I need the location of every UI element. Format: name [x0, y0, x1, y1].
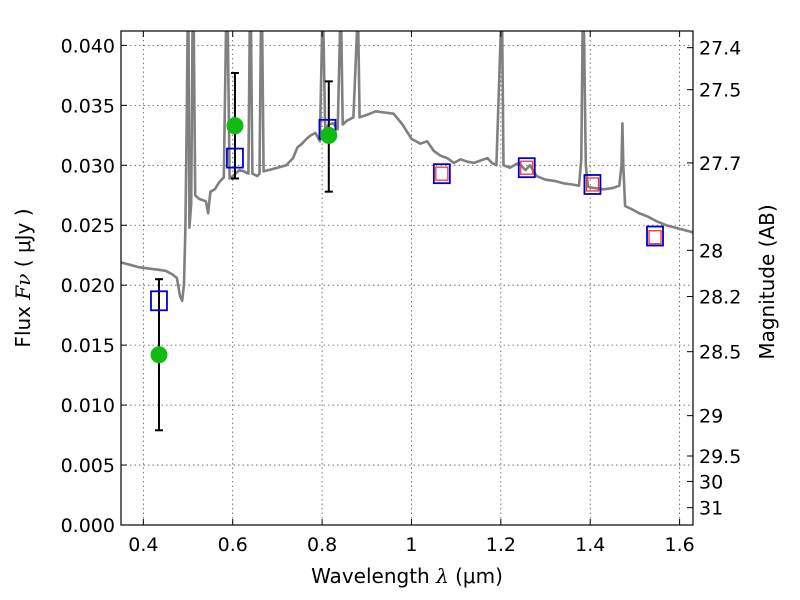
- model-square-marker: [435, 166, 449, 181]
- x-tick-label: 1: [405, 534, 417, 556]
- y-tick-label: 0.020: [61, 275, 115, 297]
- ticks: 0.4 0.6 0.8 1 1.2 1.4 1.6 0.000 0.005 0.010 0.015 0…: [61, 31, 741, 556]
- y2-axis-label: Magnitude (AB): [755, 204, 779, 359]
- x-axis-label: Wavelength λ (μm): [311, 564, 503, 588]
- data-layer: [121, 31, 693, 432]
- y-tick-label: 0.025: [61, 215, 115, 237]
- photometry-square-marker: [517, 157, 536, 179]
- y-tick-label: 0.015: [61, 335, 115, 357]
- model-square-marker: [520, 160, 534, 175]
- observed-point: [226, 117, 244, 135]
- mag-tick-label: 28.2: [699, 287, 741, 309]
- x-tick-label: 0.6: [218, 534, 248, 556]
- mag-tick-label: 27.5: [699, 80, 741, 102]
- mag-tick-label: 29.5: [699, 446, 741, 468]
- plot-area: [121, 31, 693, 525]
- x-tick-label: 1.4: [575, 534, 605, 556]
- mag-tick-label: 29: [699, 406, 723, 428]
- observed-point: [320, 126, 338, 144]
- x-tick-label: 0.8: [307, 534, 337, 556]
- mag-tick-label: 31: [699, 498, 723, 520]
- x-tick-label: 0.4: [128, 534, 158, 556]
- mag-tick-label: 27.7: [699, 153, 741, 175]
- y-tick-label: 0.035: [61, 95, 115, 117]
- plot-frame: [120, 30, 694, 526]
- mag-tick-label: 30: [699, 471, 723, 493]
- y-tick-label: 0.040: [61, 35, 115, 57]
- y-tick-label: 0.005: [61, 455, 115, 477]
- x-tick-label: 1.6: [664, 534, 694, 556]
- mag-tick-label: 28.5: [699, 342, 741, 364]
- mag-tick-label: 28: [699, 240, 723, 262]
- photometry-square-marker: [150, 290, 168, 312]
- photometry-square-marker: [226, 147, 244, 169]
- x-tick-label: 1.2: [486, 534, 516, 556]
- photometry-square-marker: [646, 225, 664, 247]
- y-axis-label: Flux Fν ( μJy ): [11, 208, 35, 347]
- photometry-square-marker: [583, 174, 602, 195]
- model-square-marker: [648, 230, 662, 245]
- y-tick-label: 0.030: [61, 155, 115, 177]
- y-tick-label: 0.010: [61, 395, 115, 417]
- mag-tick-label: 27.4: [699, 38, 741, 60]
- observed-point: [150, 346, 168, 364]
- photometry-square-marker: [432, 163, 451, 185]
- model-square-marker: [585, 177, 600, 192]
- spectrum-line: [121, 31, 693, 303]
- y-tick-label: 0.000: [61, 515, 115, 537]
